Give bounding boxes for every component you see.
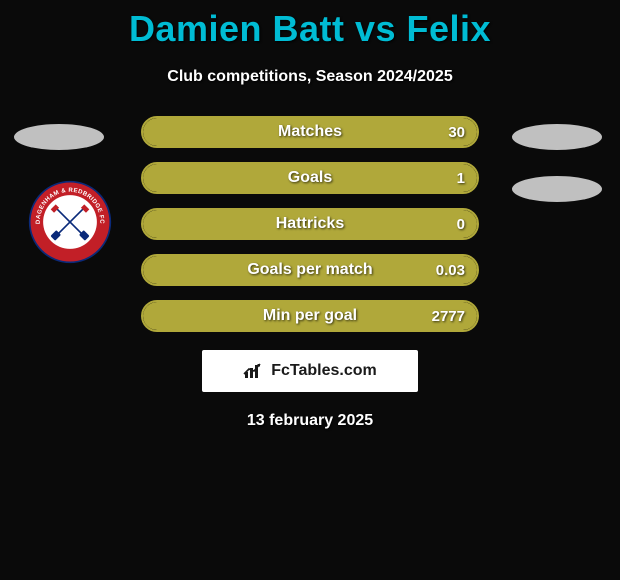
bar-chart-icon (243, 362, 265, 380)
svg-text:1992: 1992 (62, 237, 78, 245)
player-right-placeholder-1 (512, 124, 602, 150)
club-crest-svg: DAGENHAM & REDBRIDGE FC 1992 (28, 180, 112, 264)
club-crest: DAGENHAM & REDBRIDGE FC 1992 (28, 180, 112, 264)
stat-bar: Goals per match0.03 (141, 254, 479, 286)
page-subtitle: Club competitions, Season 2024/2025 (0, 68, 620, 86)
stat-label: Matches (143, 118, 477, 146)
stat-bar: Matches30 (141, 116, 479, 148)
stat-value: 0.03 (436, 256, 465, 284)
branding-badge[interactable]: FcTables.com (202, 350, 418, 392)
page-title: Damien Batt vs Felix (0, 0, 620, 50)
player-right-placeholder-2 (512, 176, 602, 202)
stat-label: Min per goal (143, 302, 477, 330)
stat-label: Hattricks (143, 210, 477, 238)
widget-root: Damien Batt vs Felix Club competitions, … (0, 0, 620, 580)
stat-value: 30 (448, 118, 465, 146)
stat-value: 1 (457, 164, 465, 192)
footer-date: 13 february 2025 (0, 412, 620, 430)
branding-text: FcTables.com (271, 362, 377, 380)
stat-label: Goals per match (143, 256, 477, 284)
stat-bar: Min per goal2777 (141, 300, 479, 332)
stat-bar: Hattricks0 (141, 208, 479, 240)
stat-value: 0 (457, 210, 465, 238)
stat-value: 2777 (432, 302, 465, 330)
player-left-placeholder (14, 124, 104, 150)
stat-bar: Goals1 (141, 162, 479, 194)
stat-label: Goals (143, 164, 477, 192)
crest-year: 1992 (62, 237, 78, 245)
